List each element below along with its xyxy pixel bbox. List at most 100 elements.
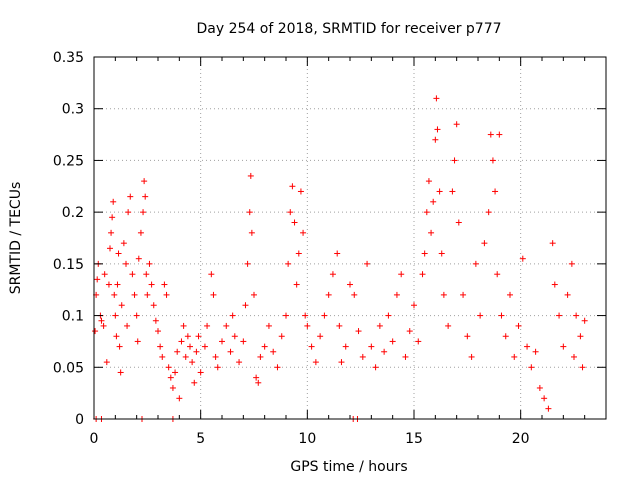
data-point [210,291,217,298]
x-axis-label: GPS time / hours [290,459,407,475]
data-point [255,379,262,386]
data-point [142,193,149,200]
data-point [174,348,181,355]
data-point [92,328,99,335]
data-point [496,131,503,138]
data-point [415,338,422,345]
data-point [440,291,447,298]
data-point [449,188,456,195]
data-point [359,353,366,360]
data-point [148,281,155,288]
data-point [293,281,300,288]
data-point [287,209,294,216]
data-point [278,333,285,340]
data-point [325,291,332,298]
y-tick-label: 0.15 [53,257,84,273]
data-point [120,240,127,247]
data-point [214,364,221,371]
data-point [498,312,505,319]
data-point [244,260,251,267]
data-point [253,374,260,381]
data-point [197,369,204,376]
data-point [317,333,324,340]
data-point [304,322,311,329]
data-point [123,260,129,267]
data-point [507,291,513,298]
data-point [137,229,144,236]
data-point [100,322,107,329]
x-axis-ticks: 0 5 10 15 20 [90,57,586,447]
data-point [428,229,435,236]
data-point [111,291,118,298]
data-point [300,229,307,236]
x-tick-label: 10 [298,431,316,447]
data-point [368,343,375,350]
data-point [257,353,264,360]
data-point [135,255,142,262]
data-point [571,353,577,360]
data-point [285,260,292,267]
data-point [564,291,571,298]
data-point [364,260,371,267]
data-point [247,172,254,179]
data-point [265,322,272,329]
data-point [519,255,526,262]
y-tick-label: 0.2 [62,205,84,221]
data-point [212,353,219,360]
data-point [545,405,552,412]
data-point [434,126,441,133]
data-point [231,333,238,340]
x-tick-label: 0 [90,431,99,447]
data-point [321,312,328,319]
data-point [453,121,460,128]
data-point [433,95,440,102]
data-point [114,281,121,288]
data-point [117,369,124,376]
data-point [402,353,409,360]
data-point [134,338,141,345]
data-point [468,353,475,360]
data-point [389,338,396,345]
data-point [150,302,157,309]
data-point [329,271,336,278]
data-point [385,312,392,319]
data-point [124,322,131,329]
x-tick-label: 5 [196,431,205,447]
data-point [532,348,539,355]
y-axis-ticks: 0 0.05 0.1 0.15 0.2 0.25 0.3 0.35 [53,50,606,428]
data-point [146,260,153,267]
data-point [105,281,112,288]
data-point [445,322,452,329]
data-point [103,359,110,366]
y-tick-label: 0.1 [62,309,84,325]
data-point [182,353,189,360]
data-point [159,353,166,360]
data-point [144,291,151,298]
data-point [248,229,255,236]
data-point [223,322,230,329]
data-point [487,131,494,138]
data-point [451,157,458,164]
data-point [180,322,187,329]
data-point [236,359,243,366]
data-point [430,198,437,205]
data-point [556,312,563,319]
data-point [398,271,405,278]
data-point [107,245,113,252]
data-point [112,312,119,319]
data-point [155,328,161,335]
data-point [204,322,211,329]
data-point [419,271,426,278]
data-point [579,364,586,371]
data-point [127,193,134,200]
data-point [163,291,170,298]
data-point [524,343,531,350]
data-point [515,322,522,329]
data-point [460,291,467,298]
data-point [334,250,341,257]
data-points [92,95,588,422]
data-point [492,188,499,195]
data-point [342,343,349,350]
